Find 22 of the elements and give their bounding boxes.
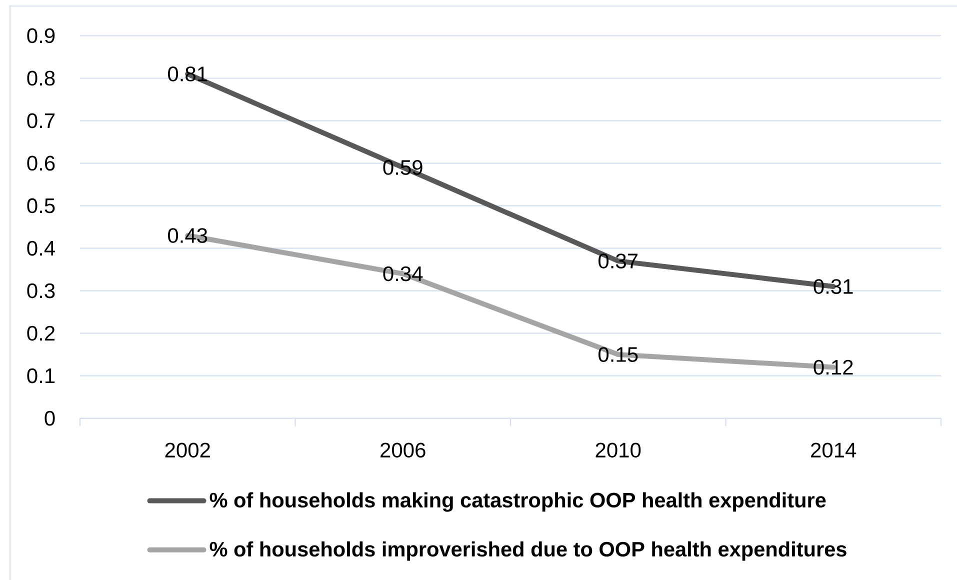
y-tick-label: 0.5 xyxy=(27,198,55,214)
y-tick-label: 0.6 xyxy=(27,156,55,171)
data-label: 0.34 xyxy=(383,266,423,282)
x-tick-label: 2002 xyxy=(165,442,210,458)
y-tick-label: 0.9 xyxy=(27,28,55,44)
y-tick-label: 0.8 xyxy=(27,70,55,86)
x-tick-label: 2010 xyxy=(596,442,641,458)
legend-label: % of households making catastrophic OOP health expenditure xyxy=(210,492,826,512)
x-tick-label: 2014 xyxy=(811,442,856,458)
data-label: 0.43 xyxy=(168,228,208,243)
data-label: 0.12 xyxy=(814,360,853,375)
y-tick-label: 0.7 xyxy=(27,113,55,128)
y-tick-label: 0.1 xyxy=(27,368,55,384)
y-tick-label: 0.3 xyxy=(27,283,55,298)
y-tick-label: 0.4 xyxy=(27,240,55,256)
legend-label: % of households improverished due to OOP health expenditures xyxy=(210,541,846,561)
data-label: 0.15 xyxy=(598,347,638,362)
y-tick-label: 0 xyxy=(44,410,55,426)
data-label: 0.31 xyxy=(814,279,853,294)
data-label: 0.81 xyxy=(168,66,208,82)
y-tick-label: 0.2 xyxy=(27,326,55,341)
x-tick-label: 2006 xyxy=(380,442,426,458)
